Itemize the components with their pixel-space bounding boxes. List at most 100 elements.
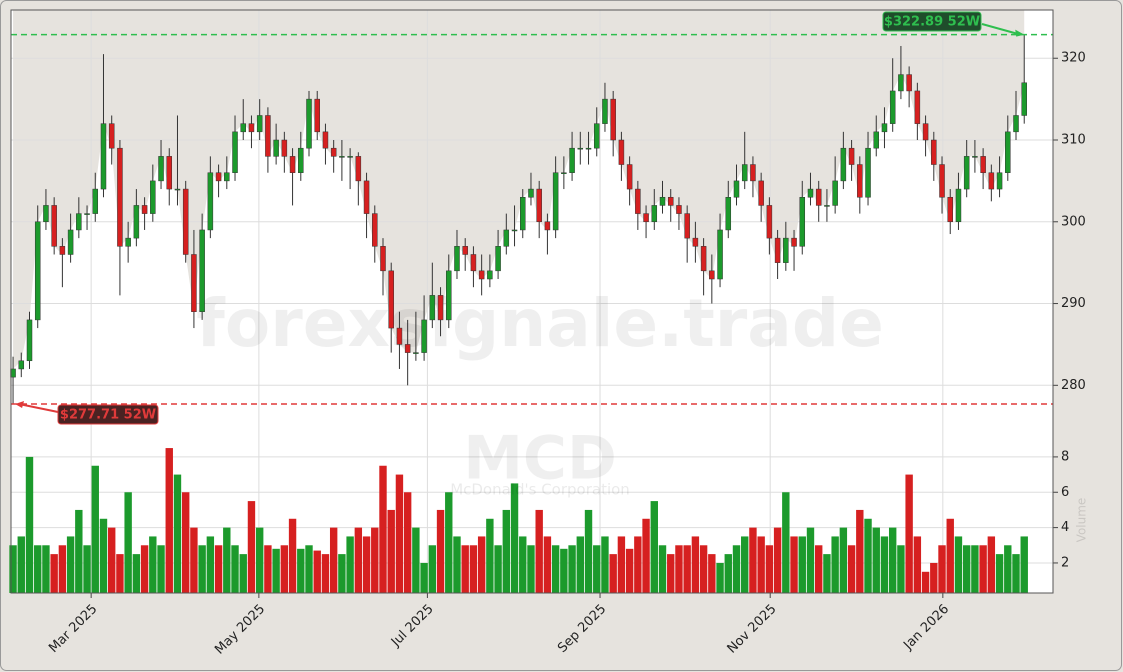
volume-bar	[297, 548, 305, 593]
candle-body	[692, 237, 699, 247]
candle-body	[396, 327, 403, 345]
volume-bar	[699, 545, 708, 593]
candle-body	[972, 156, 978, 158]
candle-body	[413, 352, 419, 354]
volume-bar	[535, 509, 543, 593]
candle-body	[988, 172, 995, 190]
candle-body	[914, 90, 921, 124]
candle-body	[1013, 115, 1019, 133]
watermark: forexsignale.trade	[196, 285, 884, 362]
candle-body	[659, 196, 666, 206]
volume-bar	[691, 536, 700, 593]
candle-body	[610, 98, 616, 141]
candle-body	[108, 123, 115, 149]
candle-body	[76, 213, 82, 231]
volume-bar	[338, 554, 346, 593]
high-52w-box	[882, 11, 982, 32]
candle-body	[561, 172, 567, 174]
volume-bar	[527, 545, 535, 593]
candle-body	[996, 172, 1003, 190]
volume-bar	[395, 474, 404, 593]
volume-bar	[486, 518, 494, 593]
volume-bar	[617, 536, 626, 593]
volume-bar	[223, 527, 231, 593]
volume-bar	[420, 562, 428, 593]
volume-bar	[962, 545, 971, 593]
volume-bar	[625, 548, 634, 593]
candle-body	[857, 164, 863, 198]
volume-bar	[255, 527, 264, 593]
candle-body	[256, 115, 263, 133]
candle-body	[199, 229, 205, 312]
candle-body	[1021, 82, 1027, 116]
volume-bar	[108, 527, 116, 593]
candle-body	[815, 188, 822, 206]
volume-bar	[897, 545, 905, 593]
volume-bar	[675, 545, 683, 593]
volume-bar	[214, 545, 223, 593]
candle-body	[18, 360, 25, 370]
volume-bar	[140, 545, 149, 593]
candle-body	[618, 139, 625, 165]
candle-body	[330, 147, 337, 157]
candle-body	[774, 237, 781, 263]
volume-bar	[708, 554, 716, 593]
volume-bar	[987, 536, 996, 593]
volume-bar	[321, 554, 330, 593]
volume-bar	[190, 527, 198, 593]
volume-bar	[790, 536, 798, 593]
y-tick-label: 310	[1061, 133, 1086, 148]
y2-tick-label: 2	[1061, 555, 1069, 570]
y-tick-label: 280	[1061, 378, 1086, 393]
candle-body	[889, 90, 896, 124]
candle-body	[709, 270, 715, 280]
volume-bar	[436, 509, 445, 593]
volume-bar	[371, 527, 379, 593]
volume-bar	[239, 554, 247, 593]
volume-bar	[971, 545, 979, 593]
candle-body	[955, 188, 962, 223]
candle-body	[429, 295, 436, 321]
volume-bar	[650, 501, 658, 593]
candle-body	[421, 319, 427, 353]
candle-body	[462, 246, 468, 255]
candle-body	[963, 156, 970, 190]
candle-body	[577, 147, 584, 150]
volume-bar	[66, 536, 75, 593]
volume-bar	[132, 554, 141, 593]
candle-body	[824, 205, 830, 207]
candle-body	[593, 123, 600, 149]
volume-bar	[839, 527, 848, 593]
volume-bar	[494, 545, 502, 593]
volume-bar	[831, 536, 839, 593]
volume-bar	[782, 492, 790, 593]
volume-bar	[50, 554, 58, 593]
volume-bar	[667, 554, 675, 593]
volume-bar	[724, 554, 732, 593]
candle-body	[520, 196, 526, 231]
candle-body	[437, 295, 444, 321]
volume-bar	[34, 545, 42, 593]
candle-body	[758, 180, 764, 206]
y2-tick-label: 6	[1061, 485, 1069, 500]
candle-body	[700, 246, 707, 272]
candle-body	[43, 205, 49, 223]
candle-body	[487, 270, 493, 280]
y2-tick-label: 4	[1061, 520, 1069, 535]
volume-bar	[864, 518, 872, 593]
volume-bar	[888, 527, 897, 593]
candle-body	[807, 188, 814, 198]
candle-body	[626, 164, 633, 190]
candle-body	[347, 156, 353, 158]
candle-body	[643, 213, 649, 223]
candle-body	[717, 229, 723, 280]
candle-body	[511, 229, 518, 232]
candle-body	[224, 172, 230, 182]
volume-bar	[979, 545, 987, 593]
candle-body	[240, 123, 246, 133]
candle-body	[684, 213, 690, 239]
volume-bar	[872, 527, 880, 593]
candle-body	[536, 188, 542, 223]
candle-body	[454, 246, 460, 272]
candle-body	[848, 147, 855, 165]
